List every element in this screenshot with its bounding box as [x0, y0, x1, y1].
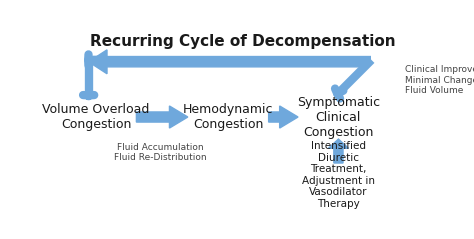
- Text: Hemodynamic
Congestion: Hemodynamic Congestion: [183, 103, 273, 131]
- Text: Intensified
Diuretic
Treatment,
Adjustment in
Vasodilator
Therapy: Intensified Diuretic Treatment, Adjustme…: [302, 141, 375, 209]
- Text: Symptomatic
Clinical
Congestion: Symptomatic Clinical Congestion: [297, 96, 380, 139]
- Text: Recurring Cycle of Decompensation: Recurring Cycle of Decompensation: [90, 34, 396, 49]
- FancyArrow shape: [89, 50, 368, 74]
- FancyArrow shape: [137, 106, 188, 128]
- FancyArrow shape: [328, 139, 348, 163]
- Text: Clinical Improvement
Minimal Change in
Fluid Volume: Clinical Improvement Minimal Change in F…: [405, 65, 474, 95]
- FancyArrow shape: [269, 106, 298, 128]
- Text: Fluid Accumulation
Fluid Re-Distribution: Fluid Accumulation Fluid Re-Distribution: [114, 143, 207, 162]
- Text: Volume Overload
Congestion: Volume Overload Congestion: [42, 103, 150, 131]
